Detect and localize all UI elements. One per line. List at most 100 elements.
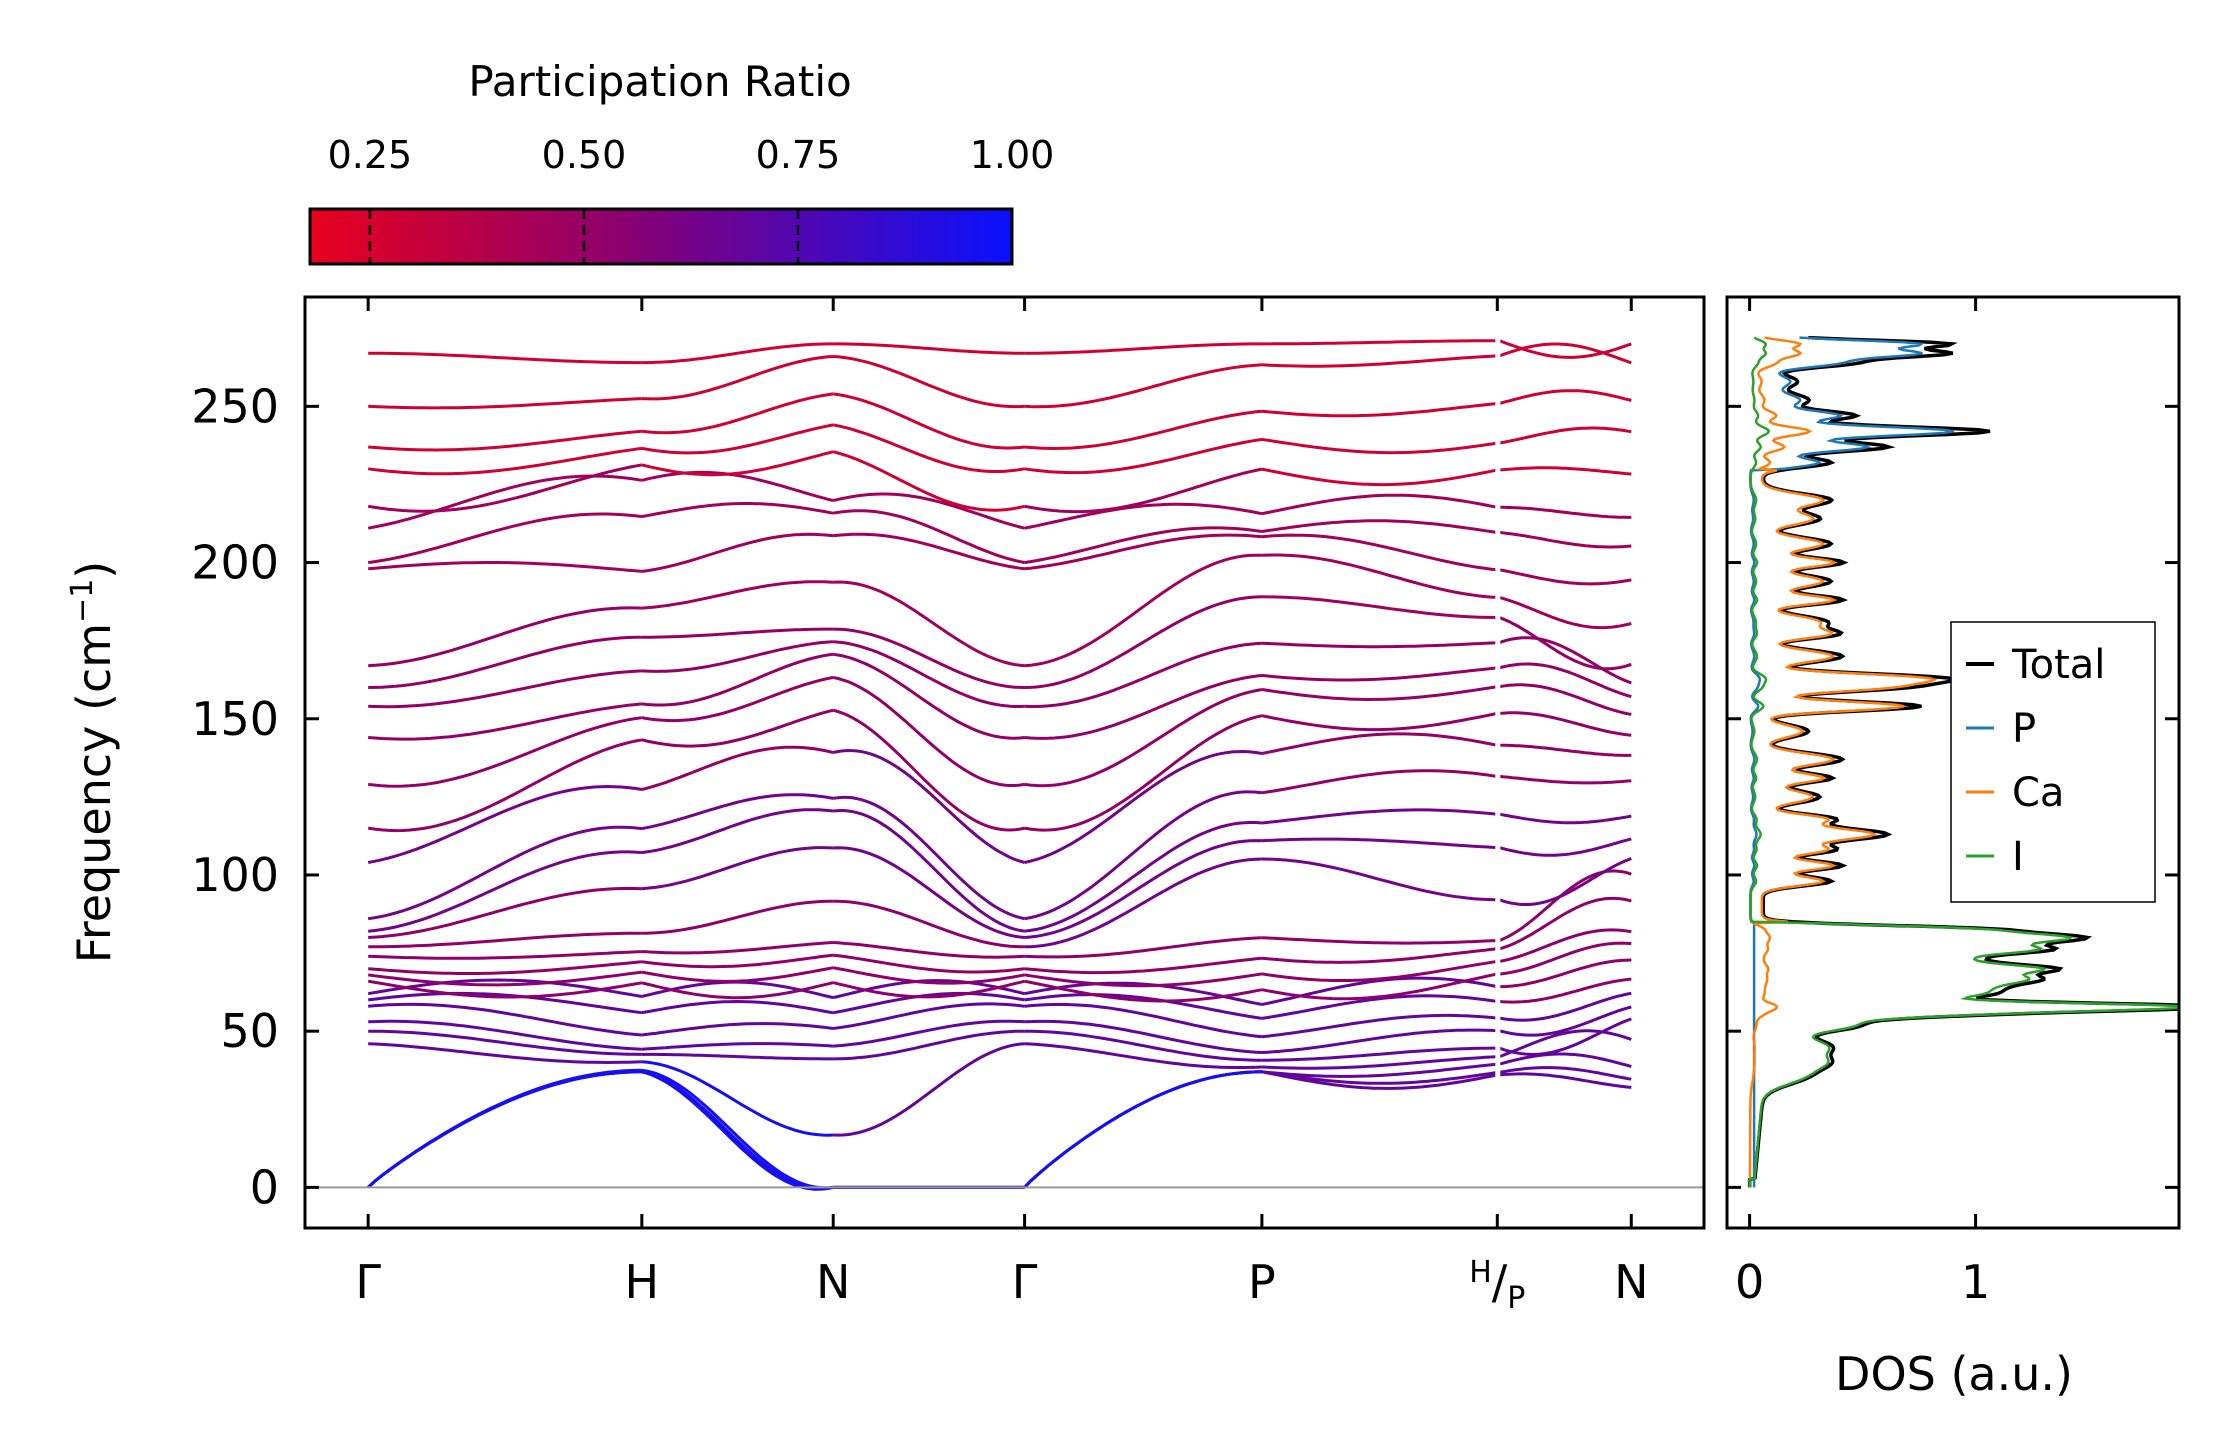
x-tick-label: Γ: [1012, 1255, 1038, 1309]
phonon-band: [833, 941, 1025, 959]
phonon-band: [1498, 1029, 1632, 1059]
phonon-band: [641, 966, 834, 983]
phonon-band: [832, 423, 1025, 473]
phonon-band: [641, 580, 834, 610]
phonon-band: [1498, 426, 1632, 445]
legend-label: Total: [2011, 642, 2105, 688]
phonon-band: [367, 784, 643, 864]
phonon-band: [833, 1029, 1025, 1061]
phonon-band: [1498, 1017, 1632, 1056]
phonon-band: [1499, 774, 1632, 785]
phonon-band: [1261, 354, 1498, 368]
phonon-band: [1024, 1042, 1262, 1069]
phonon-band: [368, 429, 642, 452]
phonon-band: [641, 423, 834, 455]
y-axis-label-superscript: −1: [65, 579, 100, 623]
phonon-band: [1261, 994, 1498, 1020]
phonon-band: [1498, 662, 1632, 699]
y-tick-label: 0: [250, 1160, 279, 1214]
colorbar-tick-label: 1.00: [970, 133, 1055, 177]
dos-series-ca: [1748, 336, 1938, 1188]
phonon-band: [1261, 972, 1498, 1001]
phonon-band: [368, 1002, 642, 1037]
phonon-band: [1024, 714, 1263, 832]
phonon-band: [832, 966, 1025, 985]
dos-lines: [1747, 335, 2179, 1188]
phonon-band: [1261, 936, 1498, 945]
phonon-band: [368, 397, 642, 410]
phonon-band: [1024, 467, 1263, 514]
x-tick-label: H/P: [1469, 1255, 1525, 1316]
phonon-band: [832, 652, 1025, 740]
phonon-band: [1024, 1019, 1262, 1054]
phonon-band: [641, 846, 834, 891]
phonon-band: [368, 561, 642, 573]
phonon-band: [1024, 956, 1263, 975]
phonon-band: [1023, 1070, 1262, 1189]
phonon-band: [368, 606, 642, 668]
dos-series-p: [1749, 336, 1955, 1188]
phonon-band: [641, 392, 834, 435]
phonon-band: [367, 1070, 642, 1189]
phonon-band: [1499, 466, 1632, 476]
phonon-band: [368, 886, 642, 939]
phonon-band: [1261, 1013, 1498, 1039]
phonon-band: [641, 981, 834, 1000]
phonon-band: [1261, 641, 1498, 649]
phonon-band: [1499, 958, 1632, 989]
phonon-band: [1024, 972, 1263, 988]
phonon-band: [641, 470, 834, 503]
phonon-band: [1024, 526, 1263, 565]
phonon-band: [833, 1042, 1025, 1137]
phonon-band: [1498, 812, 1632, 825]
x-tick-label: N: [1614, 1255, 1648, 1309]
dos-x-tick-label: 0: [1735, 1255, 1764, 1309]
phonon-band: [368, 850, 642, 933]
phonon-band: [1024, 342, 1262, 355]
segment-break: [1495, 298, 1501, 1227]
phonon-band: [1498, 869, 1632, 942]
x-tick-label-post: P: [1507, 1281, 1525, 1316]
phonon-band: [833, 1019, 1025, 1048]
phonon-band: [1024, 363, 1263, 409]
colorbar-tick-label: 0.25: [328, 133, 413, 177]
dos-axes-frame: [1725, 295, 2181, 1230]
phonon-band: [1261, 1046, 1498, 1062]
y-tick-label: 50: [220, 1004, 279, 1058]
phonon-band: [1261, 947, 1498, 964]
phonon-band: [1261, 685, 1498, 702]
band-lines: [367, 298, 1632, 1227]
phonon-band: [1261, 857, 1498, 902]
colorbar-gradient: [308, 207, 1014, 266]
phonon-band: [368, 950, 642, 960]
phonon-band: [1499, 531, 1632, 549]
phonon-band: [368, 635, 642, 689]
phonon-band: [1261, 732, 1498, 755]
phonon-band: [1261, 467, 1498, 487]
x-tick-label-pre: H: [1469, 1255, 1492, 1290]
phonon-band: [1499, 941, 1632, 976]
phonon-band: [368, 991, 642, 1015]
phonon-band: [1024, 749, 1263, 864]
phonon-band: [641, 808, 834, 855]
phonon-band: [1261, 711, 1498, 732]
phonon-band: [1024, 533, 1263, 571]
phonon-band: [1024, 790, 1263, 921]
legend-label: P: [2012, 706, 2036, 752]
phonon-band: [641, 1070, 834, 1190]
phonon-band: [368, 960, 642, 975]
phonon-band: [641, 999, 834, 1015]
phonon-band: [367, 979, 643, 999]
phonon-band: [1261, 339, 1498, 346]
phonon-band: [368, 931, 642, 949]
phonon-band: [1261, 402, 1498, 418]
phonon-band: [832, 795, 1025, 921]
x-tick-label: N: [816, 1255, 850, 1309]
phonon-band: [1498, 683, 1632, 716]
phonon-band: [1024, 993, 1263, 1020]
y-tick-label: 150: [191, 692, 279, 746]
phonon-band: [1023, 1070, 1262, 1189]
phonon-band: [641, 652, 834, 707]
phonon-band: [1499, 505, 1632, 519]
